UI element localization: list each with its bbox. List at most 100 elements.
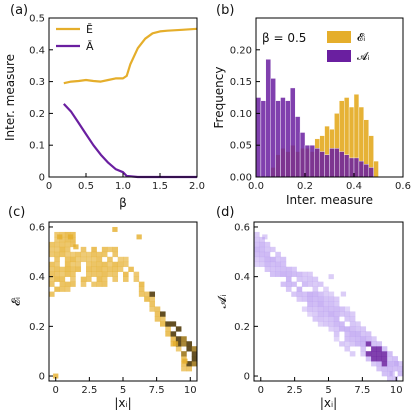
heat-cell-c <box>80 281 87 287</box>
hist-bar-A <box>304 144 311 178</box>
heat-cell-d <box>360 351 367 357</box>
heat-cell-c <box>175 346 182 352</box>
hist-bar-A <box>358 160 364 178</box>
panel-c-xtick-label: 7.5 <box>149 385 165 396</box>
heat-cell-c <box>80 276 87 282</box>
heat-cell-d <box>381 371 388 377</box>
heat-cell-d <box>291 271 297 277</box>
heat-cell-c <box>64 271 71 277</box>
heat-cell-c <box>117 261 124 268</box>
heat-cell-c <box>54 266 60 272</box>
heat-cell-d <box>275 256 281 263</box>
heat-cell-c <box>57 234 63 240</box>
heat-cell-c <box>64 261 71 268</box>
heat-cell-d <box>339 326 345 332</box>
heat-cell-d <box>333 301 340 307</box>
heat-cell-c <box>181 366 187 372</box>
heat-cell-d <box>365 351 372 357</box>
heat-cell-d <box>291 291 297 297</box>
heat-cell-d <box>254 236 260 243</box>
heat-cell-d <box>264 266 271 272</box>
panel-b-ytick-label: 0.10 <box>230 109 252 120</box>
heat-cell-c <box>91 251 97 258</box>
heat-cell-d <box>365 341 372 347</box>
heat-cell-d <box>317 311 324 317</box>
heat-cell-d <box>360 331 367 337</box>
heat-cell-c <box>101 251 108 258</box>
heat-cell-c <box>70 266 76 272</box>
heat-cell-c <box>64 286 71 292</box>
panel-b-ylabel: Frequency <box>212 67 226 129</box>
heat-cell-c <box>49 251 55 258</box>
heat-cell-d <box>328 311 335 317</box>
heat-cell-c <box>70 256 76 263</box>
heat-cell-d <box>323 316 329 322</box>
heat-cell-c <box>54 246 60 253</box>
panel-d-ytick-label: 0.2 <box>234 322 250 333</box>
heat-cell-c <box>91 246 97 253</box>
panel-c-ytick-label: 0.4 <box>29 272 45 283</box>
heat-cell-d <box>349 336 356 342</box>
heat-cell-c <box>96 266 103 272</box>
heat-cell-d <box>264 251 271 258</box>
heat-cell-d <box>376 346 383 352</box>
panel-c-label: (c) <box>8 205 25 220</box>
heat-cell-d <box>323 291 329 297</box>
heat-cell-c <box>73 244 79 250</box>
heat-cell-d <box>307 296 313 302</box>
panel-d-ytick-label: 0.4 <box>234 272 250 283</box>
heat-cell-d <box>254 256 260 263</box>
panel-b-xlabel: Inter. measure <box>286 193 373 207</box>
heat-cell-c <box>133 271 140 277</box>
heat-cell-d <box>291 281 297 287</box>
heat-cell-d <box>328 291 335 297</box>
heat-cell-d <box>317 306 324 312</box>
heat-cell-c <box>54 231 60 238</box>
heat-cell-c <box>170 336 177 342</box>
panel-a-label: (a) <box>10 3 28 18</box>
heat-cell-c <box>165 326 171 332</box>
heat-cell-c <box>96 261 103 268</box>
heat-cell-c <box>96 281 103 287</box>
heat-cell-c <box>182 358 188 364</box>
heat-cell-c <box>86 266 92 272</box>
heat-cell-d <box>392 366 398 372</box>
heat-cell-d <box>312 286 319 292</box>
heat-cell-d <box>264 261 271 268</box>
heat-cell-d <box>307 291 313 297</box>
heat-cell-d <box>349 351 356 357</box>
heat-cell-c <box>186 341 193 347</box>
heat-cell-d <box>387 351 393 357</box>
heat-cell-d <box>296 271 303 277</box>
hist-bar-E <box>373 160 379 178</box>
heat-cell-c <box>64 241 71 248</box>
heat-cell-c <box>54 241 60 248</box>
heat-cell-c <box>181 341 187 347</box>
heat-cell-d <box>254 251 260 258</box>
heat-cell-d <box>307 301 313 307</box>
heat-cell-d <box>285 286 292 292</box>
hist-bar-A <box>334 148 340 178</box>
heat-cell-d <box>280 256 287 263</box>
heat-cell-d <box>371 336 377 342</box>
panel-d-xtick-label: 0 <box>258 385 264 396</box>
heat-cell-d <box>371 361 377 367</box>
panel-a-ytick-label: 0.5 <box>29 14 45 25</box>
panel-a-ytick-label: 0.1 <box>29 141 45 152</box>
heat-cell-c <box>59 286 66 292</box>
heat-cell-c <box>70 276 76 282</box>
heat-cell-d <box>259 251 265 258</box>
heat-cell-c <box>59 246 66 253</box>
legend-label-b-A: 𝓐ᵢ <box>357 50 370 63</box>
heat-cell-c <box>112 276 119 282</box>
heat-cell-d <box>381 351 388 357</box>
heat-cell-d <box>333 306 340 312</box>
heat-cell-c <box>80 251 87 258</box>
heat-cell-d <box>269 271 276 277</box>
heat-cell-d <box>312 301 319 307</box>
heat-cell-d <box>376 356 383 362</box>
heat-cell-d <box>269 266 276 272</box>
panel-b-ytick-label: 0.15 <box>230 77 252 88</box>
heat-cell-c <box>154 316 161 322</box>
hist-bar-A <box>329 148 335 178</box>
